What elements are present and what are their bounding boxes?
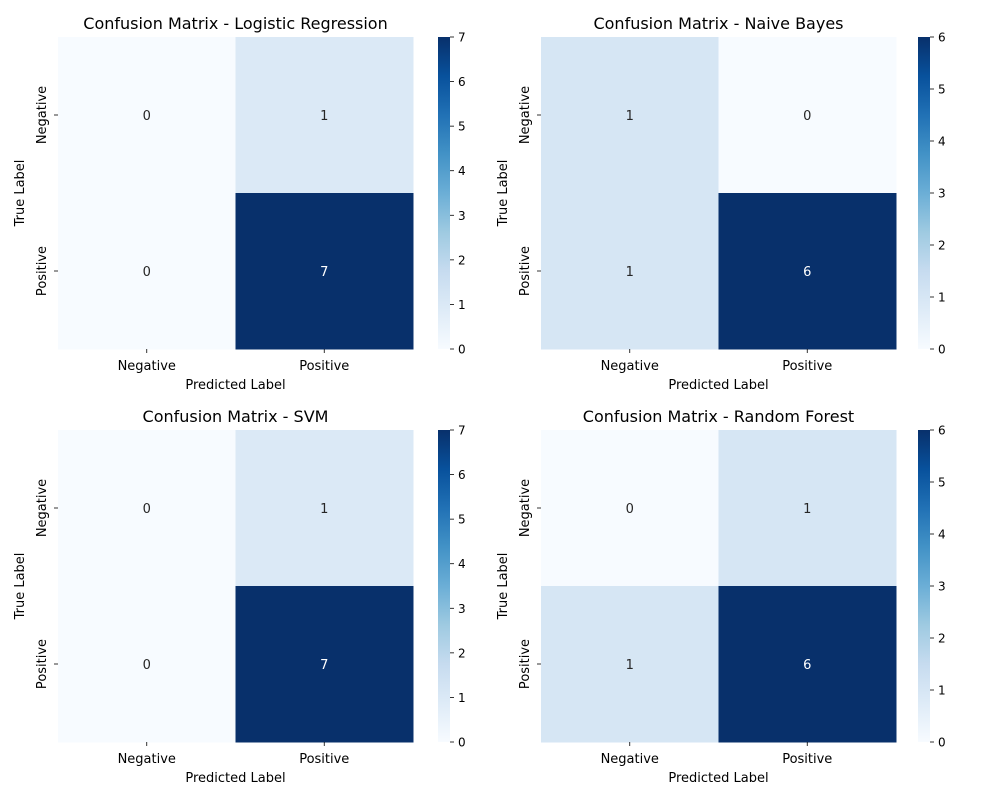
x-axis-label: Predicted Label — [668, 378, 768, 393]
y-tick-label: Negative — [518, 479, 533, 537]
colorbar-tick-label: 5 — [458, 513, 466, 527]
colorbar-tick-label: 5 — [458, 120, 466, 134]
heatmap-cell — [541, 430, 719, 587]
y-axis-label: True Label — [496, 160, 511, 228]
colorbar-tick-label: 3 — [938, 187, 946, 201]
colorbar-tick-label: 7 — [458, 424, 466, 438]
colorbar-tick-label: 6 — [938, 31, 946, 45]
colorbar-tick-label: 3 — [458, 602, 466, 616]
colorbar-tick-label: 3 — [458, 209, 466, 223]
y-tick-label: Negative — [35, 479, 50, 537]
x-tick-label: Negative — [601, 359, 659, 374]
colorbar-tick-label: 0 — [458, 343, 466, 357]
cell-value-label: 0 — [143, 109, 151, 124]
colorbar-tick-label: 4 — [938, 135, 946, 149]
y-tick-label: Negative — [518, 86, 533, 144]
heatmap-cell — [718, 430, 897, 587]
colorbar-tick-label: 3 — [938, 580, 946, 594]
heatmap-cell — [541, 586, 719, 743]
cell-value-label: 0 — [143, 265, 151, 280]
colorbar — [918, 37, 930, 349]
colorbar-tick-label: 2 — [938, 632, 946, 646]
panel-title: Confusion Matrix - Random Forest — [583, 407, 854, 426]
heatmap-cell — [541, 37, 719, 194]
y-axis-label: True Label — [496, 553, 511, 621]
cell-value-label: 0 — [803, 109, 811, 124]
colorbar-tick-label: 1 — [938, 684, 946, 698]
colorbar-tick-label: 2 — [938, 239, 946, 253]
panel-title: Confusion Matrix - Naive Bayes — [593, 14, 843, 33]
y-axis-label: True Label — [13, 160, 28, 228]
colorbar — [438, 37, 450, 349]
cell-value-label: 6 — [803, 265, 811, 280]
colorbar-tick-label: 7 — [458, 31, 466, 45]
x-tick-label: Positive — [782, 359, 832, 374]
y-tick-label: Positive — [35, 639, 50, 689]
heatmap-cell — [718, 37, 897, 194]
colorbar-tick-label: 4 — [458, 164, 466, 178]
heatmap-cell — [541, 193, 719, 350]
cell-value-label: 7 — [320, 658, 328, 673]
colorbar-tick-label: 1 — [458, 298, 466, 312]
colorbar-tick-label: 0 — [938, 736, 946, 750]
x-tick-label: Negative — [601, 752, 659, 767]
cell-value-label: 0 — [626, 502, 634, 517]
cell-value-label: 0 — [143, 502, 151, 517]
panel-title: Confusion Matrix - Logistic Regression — [83, 14, 387, 33]
y-tick-label: Positive — [518, 246, 533, 296]
y-tick-label: Positive — [35, 246, 50, 296]
colorbar-tick-label: 0 — [458, 736, 466, 750]
colorbar-tick-label: 5 — [938, 476, 946, 490]
colorbar-tick-label: 4 — [938, 528, 946, 542]
confusion-matrix-panel: Confusion Matrix - Naive Bayes 1 0 1 6 Negati… — [496, 14, 946, 393]
heatmap-cell — [235, 193, 414, 350]
cell-value-label: 6 — [803, 658, 811, 673]
heatmap-cell — [235, 586, 414, 743]
x-tick-label: Positive — [299, 752, 349, 767]
confusion-matrix-panel: Confusion Matrix - Logistic Regression 0 1… — [13, 14, 466, 393]
heatmap-cell — [58, 586, 236, 743]
heatmap-cell — [235, 430, 414, 587]
x-tick-label: Negative — [118, 359, 176, 374]
colorbar-tick-label: 6 — [458, 75, 466, 89]
colorbar-tick-label: 6 — [458, 468, 466, 482]
heatmap-cell — [58, 193, 236, 350]
colorbar-tick-label: 0 — [938, 343, 946, 357]
confusion-matrix-panel: Confusion Matrix - SVM 0 1 0 7 Negative Positi… — [13, 407, 466, 786]
x-tick-label: Negative — [118, 752, 176, 767]
colorbar-tick-label: 5 — [938, 83, 946, 97]
cell-value-label: 1 — [626, 658, 634, 673]
x-axis-label: Predicted Label — [668, 771, 768, 786]
heatmap-cell — [58, 430, 236, 587]
heatmap-cell — [58, 37, 236, 194]
colorbar-tick-label: 2 — [458, 646, 466, 660]
x-tick-label: Positive — [782, 752, 832, 767]
confusion-matrix-panel: Confusion Matrix - Random Forest 0 1 1 6 Nega… — [496, 407, 946, 786]
y-tick-label: Negative — [35, 86, 50, 144]
heatmap-cell — [718, 586, 897, 743]
cell-value-label: 1 — [320, 502, 328, 517]
y-tick-label: Positive — [518, 639, 533, 689]
cell-value-label: 1 — [626, 109, 634, 124]
x-tick-label: Positive — [299, 359, 349, 374]
cell-value-label: 1 — [626, 265, 634, 280]
heatmap-cell — [235, 37, 414, 194]
cell-value-label: 7 — [320, 265, 328, 280]
colorbar-tick-label: 1 — [458, 691, 466, 705]
heatmap-cell — [718, 193, 897, 350]
x-axis-label: Predicted Label — [185, 378, 285, 393]
cell-value-label: 1 — [320, 109, 328, 124]
colorbar-tick-label: 1 — [938, 291, 946, 305]
x-axis-label: Predicted Label — [185, 771, 285, 786]
panel-title: Confusion Matrix - SVM — [143, 407, 329, 426]
cell-value-label: 0 — [143, 658, 151, 673]
colorbar — [438, 430, 450, 742]
colorbar-tick-label: 6 — [938, 424, 946, 438]
y-axis-label: True Label — [13, 553, 28, 621]
colorbar-tick-label: 2 — [458, 253, 466, 267]
cell-value-label: 1 — [803, 502, 811, 517]
colorbar — [918, 430, 930, 742]
colorbar-tick-label: 4 — [458, 557, 466, 571]
